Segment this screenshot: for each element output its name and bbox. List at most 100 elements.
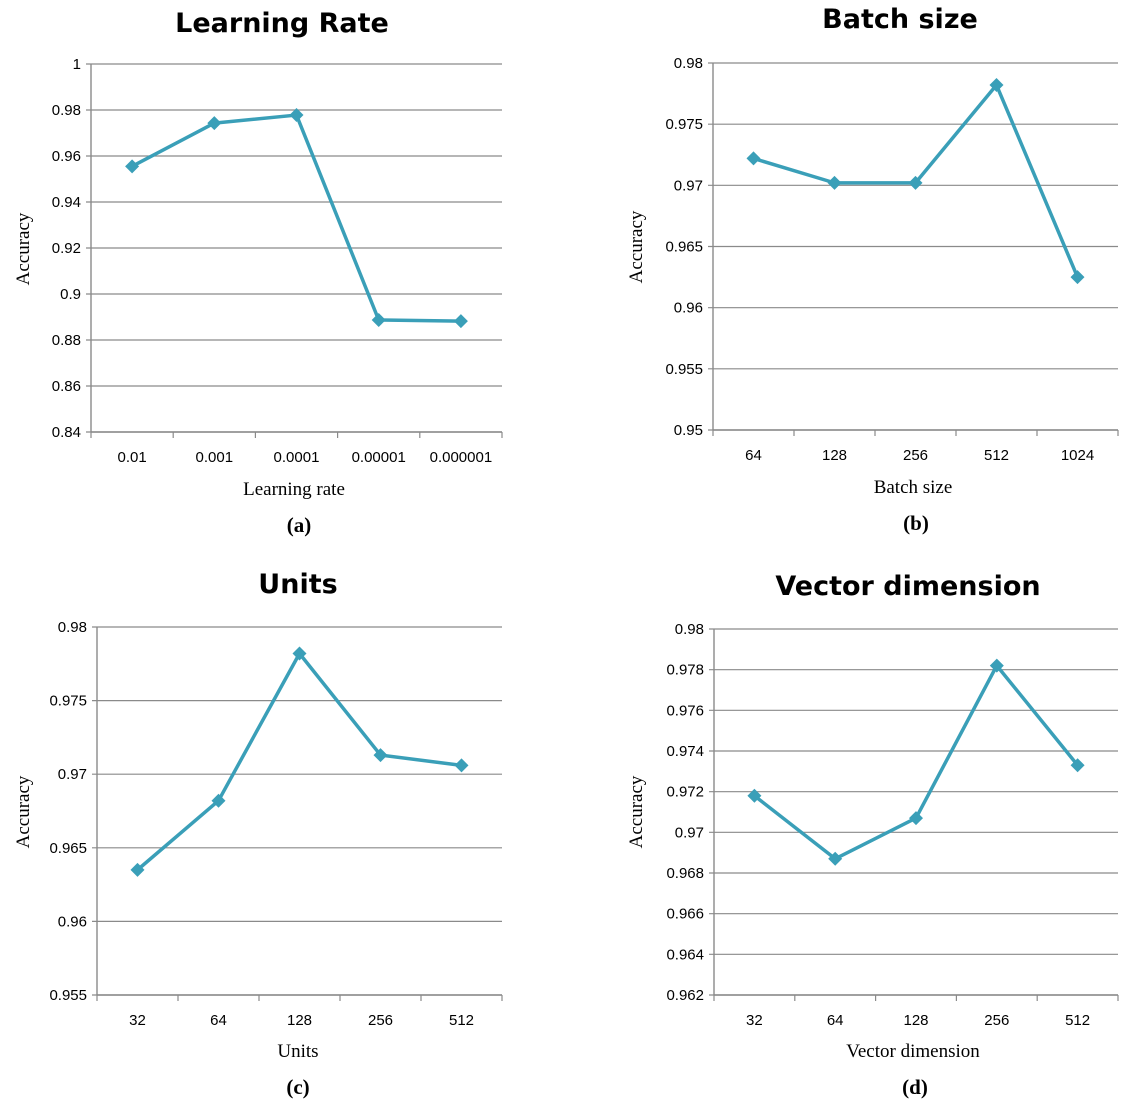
x-axis-label: Units [277,1041,318,1062]
y-tick-label: 0.98 [674,55,703,72]
x-tick-label: 64 [210,1012,227,1029]
data-point [207,116,222,131]
x-tick-label: 128 [822,447,847,464]
y-tick-label: 0.955 [49,987,87,1004]
series-line [753,663,1079,861]
plot-area: 0.95 0.955 0.96 0.965 0.97 0.975 0.98 64 128 256 5… [665,55,1119,464]
data-point [125,159,140,174]
x-tick-label: 512 [1065,1012,1090,1029]
y-tick-label: 0.97 [675,824,704,841]
data-point [371,312,386,327]
panel-caption: (d) [902,1075,928,1099]
x-tick-label: 0.001 [196,449,234,466]
chart-title: Vector dimension [775,571,1040,602]
data-point [909,811,923,826]
x-tick-label: 64 [827,1012,844,1029]
data-point [989,658,1004,673]
x-axis-label: Vector dimension [846,1041,980,1062]
x-tick-label: 256 [903,447,928,464]
y-tick-label: 0.97 [58,766,87,783]
y-tick-label: 0.965 [665,239,703,256]
data-point [827,175,842,190]
y-tick-label: 0.98 [675,621,704,638]
panel-caption: (c) [286,1075,309,1099]
series-line [131,113,461,323]
y-tick-label: 0.96 [674,300,703,317]
y-tick-label: 0.88 [52,332,81,349]
y-tick-label: 0.86 [52,378,81,395]
x-tick-label: 512 [449,1012,474,1029]
chart-panel-a: Learning Rate 0.84 0.86 0.88 0.9 0.92 0.94 0.9… [13,8,503,537]
y-tick-label: 0.98 [58,619,87,636]
x-tick-label: 128 [903,1012,928,1029]
y-axis-label: Accuracy [626,210,647,283]
chart-title: Units [258,569,337,600]
y-tick-label: 0.9 [60,286,81,303]
y-tick-label: 0.94 [52,194,81,211]
y-tick-label: 0.962 [666,987,704,1004]
y-axis-label: Accuracy [626,775,647,848]
data-point [1070,758,1085,773]
y-tick-label: 0.976 [666,702,704,719]
y-tick-label: 0.972 [666,784,704,801]
x-tick-label: 256 [984,1012,1009,1029]
x-tick-label: 32 [129,1012,146,1029]
y-tick-label: 0.96 [58,913,87,930]
data-point [1070,270,1085,285]
y-tick-label: 0.92 [52,240,81,257]
x-axis-label: Batch size [874,477,953,498]
x-tick-label: 0.00001 [352,449,406,466]
panel-caption: (a) [287,513,312,537]
data-point [373,748,388,763]
y-tick-label: 0.965 [49,840,87,857]
x-tick-label: 64 [745,447,762,464]
x-tick-label: 0.01 [117,449,146,466]
chart-panel-d: Vector dimension 0.9620.9640.9660.9680.9… [626,571,1119,1099]
y-tick-label: 0.975 [49,693,87,710]
y-tick-label: 0.96 [52,148,81,165]
data-point [130,862,145,877]
data-point [211,793,226,808]
y-tick-label: 0.964 [666,946,704,963]
data-point [289,108,304,123]
y-tick-label: 0.955 [665,361,703,378]
y-tick-label: 1 [73,56,81,73]
x-axis-label: Learning rate [243,479,345,500]
y-tick-label: 0.98 [52,102,81,119]
y-tick-label: 0.968 [666,865,704,882]
chart-title: Batch size [822,4,978,35]
y-tick-label: 0.975 [665,116,703,133]
y-tick-label: 0.974 [666,743,704,760]
x-tick-label: 512 [984,447,1009,464]
x-tick-label: 0.000001 [430,449,493,466]
data-point [746,151,761,166]
y-axis-label: Accuracy [13,775,34,848]
data-point [989,78,1004,93]
y-axis-label: Accuracy [13,212,34,285]
panel-caption: (b) [903,511,929,535]
y-tick-label: 0.95 [674,422,703,439]
x-tick-label: 32 [746,1012,763,1029]
data-point [453,314,468,329]
chart-panel-b: Batch size 0.950.9550.960.9650.970.9750.… [626,4,1119,535]
x-tick-label: 128 [287,1012,312,1029]
series-line [136,651,462,872]
chart-title: Learning Rate [175,8,389,39]
x-tick-label: 0.0001 [274,449,320,466]
data-point [292,646,307,661]
plot-area: 0.962 0.964 0.966 0.968 0.97 0.972 0.974 0.976 0… [666,621,1119,1029]
x-tick-label: 256 [368,1012,393,1029]
x-tick-label: 1024 [1061,447,1094,464]
data-point [908,175,923,190]
chart-panel-c: Units 0.955 0.96 0.965 0.97 0.975 0.98 32 64 128… [13,569,503,1099]
y-tick-label: 0.97 [674,177,703,194]
data-point [828,851,843,866]
plot-area: 0.84 0.86 0.88 0.9 0.92 0.94 0.96 0.98 1 0.01 0.00… [52,56,503,466]
y-tick-label: 0.84 [52,424,81,441]
data-point [747,788,762,803]
plot-area: 0.955 0.96 0.965 0.97 0.975 0.98 32 64 128 256 512 [49,619,503,1029]
data-point [454,758,469,773]
y-tick-label: 0.978 [666,662,704,679]
y-tick-label: 0.966 [666,906,704,923]
